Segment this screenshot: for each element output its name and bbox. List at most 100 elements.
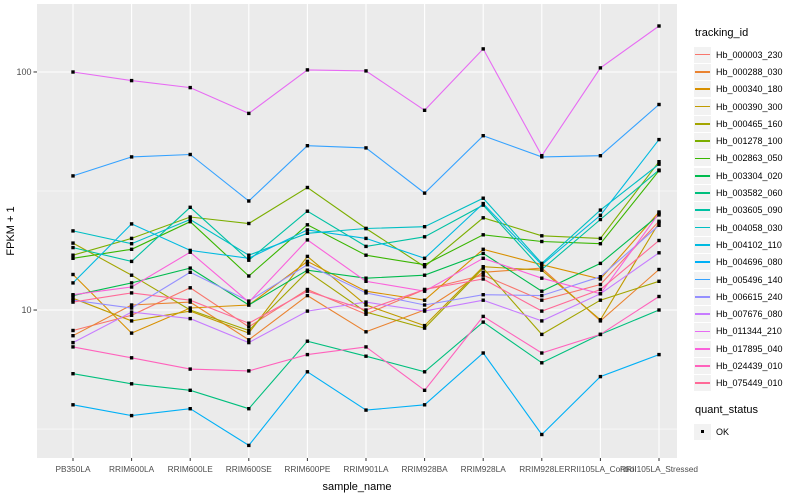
data-point (129, 356, 134, 360)
data-point (188, 300, 192, 304)
data-point (481, 256, 485, 260)
data-point (364, 354, 368, 358)
data-point (71, 229, 75, 233)
data-point (71, 340, 75, 345)
data-point (71, 253, 75, 257)
data-point (598, 374, 603, 379)
data-point (422, 388, 427, 392)
data-point (481, 273, 485, 277)
legend-label: Hb_007676_080 (716, 309, 783, 320)
data-point (422, 225, 427, 229)
series-color-swatch (695, 382, 710, 385)
data-point (188, 250, 192, 254)
data-point (364, 253, 368, 257)
data-point (657, 308, 661, 312)
legend-line-key-icon (694, 254, 711, 271)
x-tick-label: RRIM928LA (461, 464, 507, 474)
data-point (129, 242, 134, 246)
legend-line-key-icon (694, 236, 711, 253)
series-color-swatch (695, 226, 710, 229)
data-point (247, 274, 251, 278)
data-point (598, 213, 603, 217)
data-point (247, 300, 251, 304)
legend-label: Hb_001278_100 (716, 136, 783, 147)
data-point (364, 279, 368, 283)
data-point (305, 254, 310, 259)
series-color-swatch (695, 244, 710, 246)
series-color-swatch (695, 122, 710, 125)
data-point (364, 69, 368, 73)
data-point (598, 236, 603, 241)
data-point (188, 298, 192, 302)
legend-line-key-icon (694, 115, 711, 132)
data-point (188, 306, 192, 310)
legend-label: Hb_004696_080 (716, 257, 783, 268)
legend-item: Hb_004696_080 (694, 254, 800, 271)
data-point (422, 265, 427, 269)
data-point (71, 403, 75, 407)
data-point (129, 285, 134, 289)
data-point (657, 162, 661, 166)
data-point (188, 205, 192, 209)
data-point (71, 70, 75, 74)
data-point (188, 215, 192, 219)
legend-item: Hb_005496_140 (694, 271, 800, 288)
legend-item: Hb_017895_040 (694, 340, 800, 357)
data-point (305, 268, 310, 272)
data-point (657, 168, 661, 172)
data-point (657, 251, 661, 255)
legend-label: Hb_075449_010 (716, 378, 783, 389)
data-point (481, 47, 485, 51)
data-point (422, 287, 427, 292)
data-point (540, 319, 544, 323)
data-point (305, 263, 310, 267)
data-point (305, 370, 310, 374)
data-point (422, 256, 427, 260)
data-point (247, 443, 251, 448)
x-tick-label: RRII105LA_Stressed (620, 464, 698, 474)
legend-line-key-icon (694, 185, 711, 202)
data-point (481, 251, 485, 256)
data-point (481, 298, 485, 302)
data-point (247, 256, 251, 260)
data-point (422, 309, 427, 313)
data-point (598, 208, 603, 212)
data-point (305, 339, 310, 343)
plot-panel-layer: PB350LA RRIM600LA RRIM600LE RRIM600SE RRIM60… (16, 4, 698, 474)
x-axis-title: sample_name (322, 481, 391, 493)
data-point (364, 291, 368, 295)
data-point (481, 293, 485, 297)
data-point (481, 277, 485, 281)
data-point (657, 223, 661, 227)
plot-panel (37, 4, 677, 458)
legend-item: Hb_003605_090 (694, 202, 800, 219)
data-point (364, 226, 368, 231)
data-point (305, 259, 310, 264)
x-tick-label: RRIM600LA (109, 464, 155, 474)
data-point (481, 134, 485, 138)
data-point (129, 259, 134, 264)
data-point (247, 369, 251, 373)
series-color-swatch (695, 209, 710, 212)
legend-panel: tracking_id Hb_000003_230 Hb_000288_030 Hb… (694, 27, 800, 440)
legend-item: Hb_000340_180 (694, 81, 800, 98)
data-point (657, 102, 661, 107)
data-point (364, 330, 368, 334)
legend-item: Hb_004058_030 (694, 219, 800, 236)
legend-label: Hb_002863_050 (716, 153, 783, 164)
data-point (481, 351, 485, 355)
ok-point-icon (694, 423, 711, 440)
data-point (129, 310, 134, 314)
data-point (305, 309, 310, 313)
data-point (364, 345, 368, 349)
legend-item: Hb_004102_110 (694, 236, 800, 253)
data-point (188, 308, 192, 312)
data-point (481, 247, 485, 251)
data-point (422, 235, 427, 239)
data-point (598, 318, 603, 322)
data-point (188, 248, 192, 253)
series-color-swatch (695, 157, 710, 160)
legend-item: Hb_000288_030 (694, 63, 800, 80)
legend-label: Hb_000340_180 (716, 84, 783, 95)
data-point (188, 270, 192, 274)
